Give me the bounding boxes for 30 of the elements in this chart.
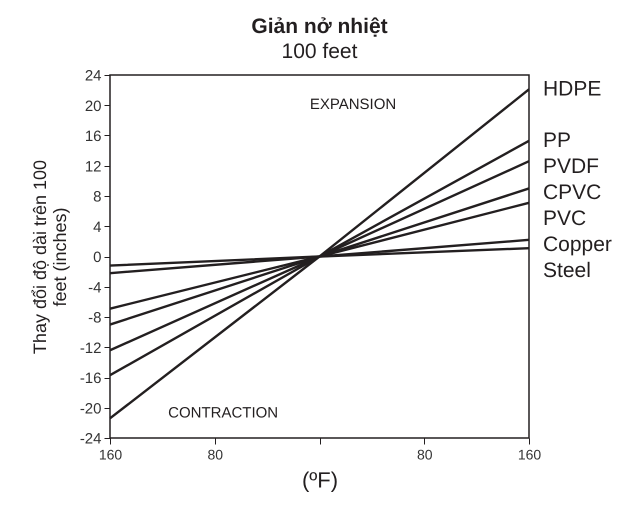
annotation: EXPANSION — [310, 96, 396, 114]
series-label: PVDF — [543, 154, 600, 178]
chart-subtitle: 100 feet — [282, 40, 358, 63]
y-tick-label: 0 — [93, 249, 102, 266]
series-label: Copper — [543, 232, 612, 256]
series-label: PVC — [543, 206, 586, 230]
y-tick-label: 4 — [93, 218, 102, 236]
y-tick-label: -16 — [80, 370, 102, 387]
y-tick-label: 12 — [84, 158, 102, 176]
series-label: PP — [543, 128, 572, 152]
x-tick-label: 160 — [98, 446, 122, 462]
series-label: HDPE — [543, 77, 602, 100]
y-tick-label: 16 — [84, 128, 102, 145]
x-tick-label: 160 — [518, 446, 542, 462]
y-tick-label: 8 — [93, 188, 102, 206]
series-label: Steel — [543, 258, 591, 282]
series-label: CPVC — [543, 180, 602, 204]
x-tick-label: 80 — [416, 446, 433, 462]
y-tick-label: 20 — [84, 98, 102, 115]
y-tick-label: -4 — [88, 279, 102, 296]
chart-title: Giản nở nhiệt — [251, 15, 388, 38]
annotation: CONTRACTION — [168, 404, 278, 422]
y-axis-title: Thay đổi độ dài trên 100 feet (inches) — [30, 160, 70, 354]
x-axis-title: (ºF) — [302, 468, 338, 492]
x-tick-label: 80 — [207, 446, 224, 462]
y-tick-label: 24 — [84, 68, 102, 84]
y-tick-label: -20 — [80, 400, 102, 418]
y-tick-label: -24 — [80, 430, 102, 448]
y-tick-label: -8 — [88, 310, 102, 326]
y-tick-label: -12 — [80, 340, 102, 357]
